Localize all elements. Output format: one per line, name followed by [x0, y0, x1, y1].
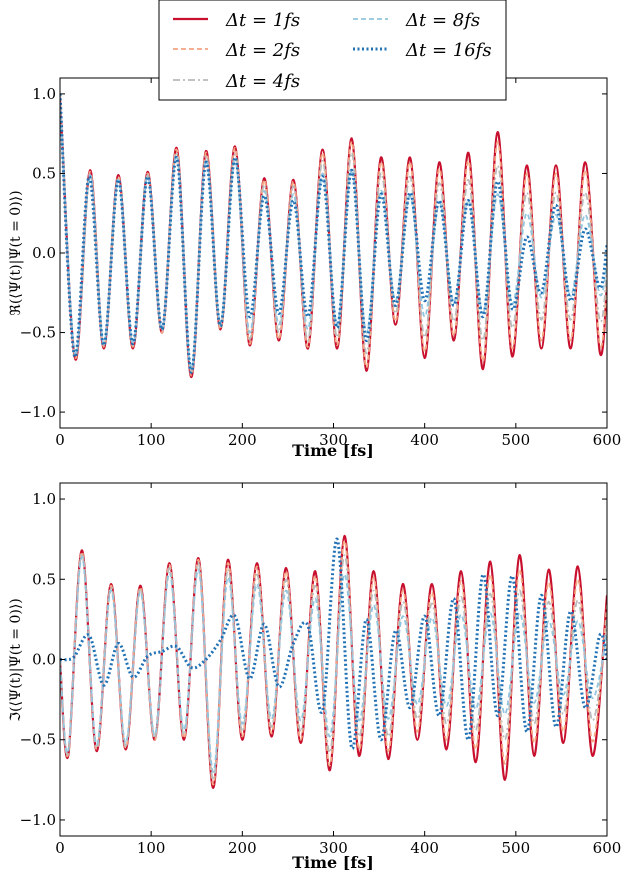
- legend-entry-16fs: Δt = 16fs: [353, 40, 492, 61]
- real-part-series-layer: [60, 93, 607, 379]
- real-part-plot: 0 100 200 300 400 500 600 −1.0 −0.5 0.0 0.5 1.0 Tim…: [8, 77, 622, 460]
- imaginary-part-x-tick-label-200: 200: [228, 839, 257, 857]
- imaginary-part-x-tick-label-300: 300: [319, 839, 348, 857]
- real-part-y-tick-label-1: 1.0: [32, 85, 56, 103]
- legend-label-1fs: Δt = 1fs: [225, 10, 300, 31]
- real-part-x-tick-label-300: 300: [319, 431, 348, 449]
- legend: Δt = 1fs Δt = 2fs Δt = 4fs Δt = 8fs Δt =…: [158, 0, 507, 101]
- real-part-plot-frame: [59, 77, 608, 429]
- imaginary-part-x-tick-label-100: 100: [137, 839, 166, 857]
- legend-label-8fs: Δt = 8fs: [405, 10, 480, 31]
- imaginary-part-ticks: 0 100 200 300 400 500 600 −1.0 −0.5 0.0 0.5 1.0: [20, 483, 622, 857]
- real-part-x-tick-label-100: 100: [137, 431, 166, 449]
- real-part-x-tick-label-200: 200: [228, 431, 257, 449]
- legend-entry-8fs: Δt = 8fs: [353, 10, 480, 31]
- real-part-x-tick-label-500: 500: [502, 431, 531, 449]
- legend-entry-1fs: Δt = 1fs: [173, 10, 300, 31]
- real-part-x-tick-label-0: 0: [55, 431, 65, 449]
- real-part-y-tick-label-neg0_5: −0.5: [20, 324, 56, 342]
- real-part-y-tick-label-0_5: 0.5: [32, 164, 56, 182]
- legend-label-4fs: Δt = 4fs: [225, 71, 300, 92]
- legend-label-16fs: Δt = 16fs: [405, 40, 492, 61]
- imaginary-part-x-tick-label-400: 400: [410, 839, 439, 857]
- real-part-series-t-16fs: [60, 93, 607, 374]
- legend-entry-2fs: Δt = 2fs: [173, 40, 300, 61]
- imaginary-part-y-tick-label-0: 0.0: [32, 651, 56, 669]
- real-part-y-tick-label-0: 0.0: [32, 244, 56, 262]
- imaginary-part-series-t-8fs: [60, 555, 607, 773]
- imaginary-part-x-tick-label-0: 0: [55, 839, 65, 857]
- imaginary-part-plot: 0 100 200 300 400 500 600 −1.0 −0.5 0.0 0.5 1.0 Tim…: [8, 482, 622, 872]
- imaginary-part-series-t-4fs: [60, 552, 607, 781]
- imaginary-part-y-axis-label: ℑ(⟨Ψ(t)|Ψ(t = 0)⟩): [8, 598, 24, 722]
- imaginary-part-y-tick-label-1: 1.0: [32, 490, 56, 508]
- imaginary-part-series-t-2fs: [60, 539, 607, 786]
- imaginary-part-x-tick-label-600: 600: [593, 839, 622, 857]
- imaginary-part-series-layer: [60, 534, 607, 789]
- real-part-x-tick-label-400: 400: [410, 431, 439, 449]
- real-part-x-tick-label-600: 600: [593, 431, 622, 449]
- real-part-ticks: 0 100 200 300 400 500 600 −1.0 −0.5 0.0 0.5 1.0: [20, 78, 622, 449]
- legend-box: [158, 0, 507, 101]
- legend-entry-4fs: Δt = 4fs: [173, 71, 300, 92]
- imaginary-part-x-axis-label: Time [fs]: [292, 853, 374, 872]
- imaginary-part-y-tick-label-0_5: 0.5: [32, 570, 56, 588]
- real-part-y-axis-label: ℜ(⟨Ψ(t)|Ψ(t = 0)⟩): [8, 190, 24, 315]
- imaginary-part-plot-frame: [59, 482, 608, 837]
- imaginary-part-x-tick-label-500: 500: [502, 839, 531, 857]
- real-part-y-tick-label-neg1: −1.0: [20, 403, 56, 421]
- imaginary-part-y-tick-label-neg1: −1.0: [20, 811, 56, 829]
- real-part-x-axis-label: Time [fs]: [292, 441, 374, 460]
- imaginary-part-y-tick-label-neg0_5: −0.5: [20, 731, 56, 749]
- legend-label-2fs: Δt = 2fs: [225, 40, 300, 61]
